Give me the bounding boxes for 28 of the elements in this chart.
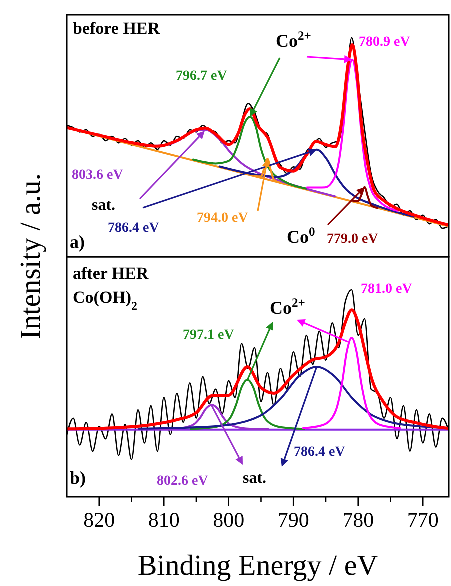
annotation: 797.1 eV (183, 328, 234, 343)
x-tick-label: 790 (278, 508, 310, 532)
annotation: Co$^{2+}$ (276, 29, 312, 51)
annotation: sat. (92, 197, 116, 214)
annotation: Co(OH)$_{2}$ (73, 288, 138, 313)
annotation: 779.0 eV (327, 232, 378, 247)
x-tick-label: 800 (213, 508, 245, 532)
annotation: b) (70, 468, 86, 488)
annotation: sat. (243, 470, 267, 487)
x-axis-title: Binding Energy / eV (138, 550, 378, 582)
annotation: 786.4 eV (108, 221, 160, 236)
text: before HER (73, 19, 161, 38)
x-tick-label: 780 (342, 508, 374, 532)
annotation: 802.6 eV (157, 474, 208, 489)
annotation: 781.0 eV (361, 282, 412, 297)
annotation: 786.4 eV (294, 445, 346, 460)
annotation: 796.7 eV (176, 69, 228, 84)
annotation: 794.0 eV (197, 211, 248, 226)
text: after HER (73, 264, 150, 283)
y-axis-title: Intensity / a.u. (15, 174, 47, 340)
annotation: 803.6 eV (72, 168, 124, 183)
annotation: Co$^{2+}$ (270, 296, 306, 318)
x-tick-label: 820 (84, 508, 116, 532)
x-tick-label: 810 (148, 508, 180, 532)
annotation: a) (70, 232, 85, 252)
x-tick-label: 770 (407, 508, 439, 532)
annotation: Co$^{0}$ (287, 225, 316, 247)
annotation: 780.9 eV (359, 35, 410, 50)
